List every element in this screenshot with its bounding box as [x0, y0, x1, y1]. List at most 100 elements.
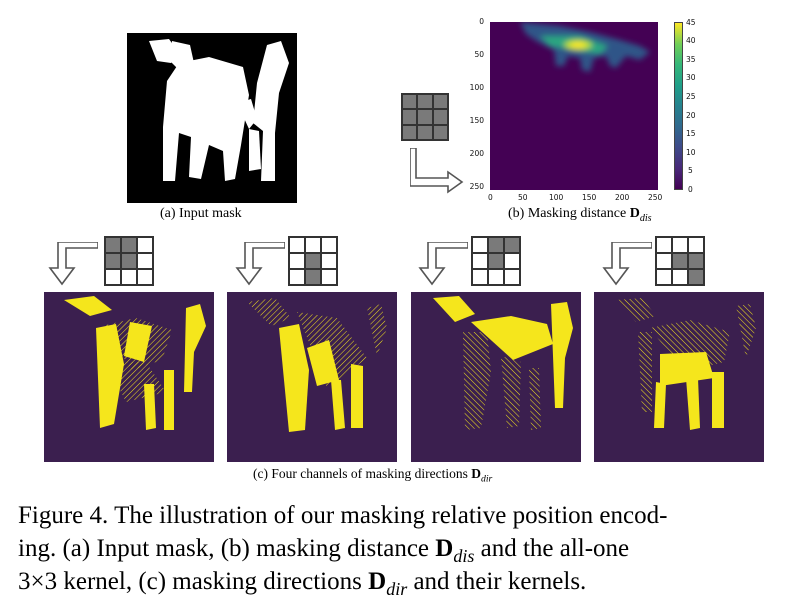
figure-caption-line-1: Figure 4. The illustration of our maskin…: [18, 500, 667, 532]
direction-channel-4: [594, 292, 764, 462]
colorbar-tick: 40: [686, 36, 696, 45]
kernel-cell: [472, 237, 488, 253]
x-tick: 50: [518, 193, 528, 202]
kernel-cell: [417, 109, 433, 125]
figure-caption-text: ing. (a) Input mask, (b) masking distanc…: [18, 535, 436, 562]
kernel-cell: [472, 253, 488, 269]
kernel-cell: [672, 269, 688, 285]
kernel-cell: [688, 237, 704, 253]
arrow-down-left-icon: [602, 242, 652, 286]
kernel-cell: [417, 94, 433, 110]
arrow-down-left-icon: [418, 242, 468, 286]
kernel-cell: [321, 253, 337, 269]
kernel-cell: [504, 269, 520, 285]
y-tick: 100: [469, 83, 484, 92]
kernel-cell: [321, 237, 337, 253]
kernel-cell: [402, 109, 418, 125]
all-one-kernel: [401, 93, 449, 141]
kernel-cell: [417, 124, 433, 140]
kernel-cell: [121, 269, 137, 285]
figure-caption-text: Figure 4. The illustration of our maskin…: [18, 502, 668, 529]
colorbar-tick: 15: [686, 129, 696, 138]
kernel-cell: [321, 269, 337, 285]
kernel-cell: [656, 269, 672, 285]
kernel-cell: [105, 253, 121, 269]
kernel-cell: [432, 124, 448, 140]
figure-caption-subscript: dis: [453, 546, 475, 566]
kernel-cell: [432, 94, 448, 110]
heatmap-image: [520, 22, 650, 72]
kernel-cell: [488, 253, 504, 269]
kernel-cell: [305, 237, 321, 253]
panel-b-caption-subscript: dis: [639, 212, 652, 224]
figure-caption-text: 3×3 kernel, (c) masking directions: [18, 568, 369, 595]
panel-a-caption: (a) Input mask: [160, 206, 242, 222]
figure-caption-text: and their kernels.: [407, 568, 587, 595]
arrow-down-left-icon: [235, 242, 285, 286]
x-tick: 100: [549, 193, 564, 202]
kernel-cell: [672, 237, 688, 253]
kernel-cell: [488, 269, 504, 285]
direction-channel-image: [616, 298, 756, 430]
direction-kernel-3: [471, 236, 521, 286]
kernel-cell: [105, 269, 121, 285]
y-tick: 250: [469, 182, 484, 191]
y-tick: 200: [469, 149, 484, 158]
direction-channel-1: [44, 292, 214, 462]
input-mask-image: [127, 33, 297, 203]
figure-caption-symbol: D: [368, 568, 387, 595]
colorbar-ticks: 45 40 35 30 25 20 15 10 5 0: [686, 18, 706, 194]
figure-caption-symbol: D: [435, 535, 454, 562]
panel-b-caption: (b) Masking distance Ddis: [508, 206, 652, 224]
kernel-cell: [402, 94, 418, 110]
kernel-cell: [289, 269, 305, 285]
colorbar-tick: 25: [686, 92, 696, 101]
kernel-cell: [688, 253, 704, 269]
kernel-cell: [121, 253, 137, 269]
kernel-cell: [137, 253, 153, 269]
figure-caption-line-3: 3×3 kernel, (c) masking directions Ddir …: [18, 566, 586, 605]
kernel-cell: [656, 253, 672, 269]
kernel-cell: [137, 237, 153, 253]
kernel-cell: [305, 253, 321, 269]
panel-a-caption-text: (a) Input mask: [160, 206, 242, 221]
panel-c-caption-symbol: D: [471, 466, 481, 481]
heatmap-plot: [490, 22, 658, 190]
arrow-right-icon: [410, 148, 464, 194]
kernel-cell: [688, 269, 704, 285]
direction-kernel-4: [655, 236, 705, 286]
kernel-cell: [121, 237, 137, 253]
kernel-cell: [672, 253, 688, 269]
kernel-cell: [656, 237, 672, 253]
kernel-cell: [472, 269, 488, 285]
heatmap-x-axis: 0 50 100 150 200 250: [488, 190, 662, 202]
direction-channel-image: [433, 296, 573, 430]
kernel-cell: [504, 253, 520, 269]
kernel-cell: [105, 237, 121, 253]
kernel-cell: [305, 269, 321, 285]
colorbar-tick: 35: [686, 55, 696, 64]
x-tick: 250: [648, 193, 663, 202]
arrow-down-left-icon: [48, 242, 98, 286]
kernel-cell: [289, 237, 305, 253]
direction-kernel-2: [288, 236, 338, 286]
x-tick: 0: [488, 193, 493, 202]
colorbar: [674, 22, 683, 190]
colorbar-tick: 0: [688, 185, 693, 194]
kernel-cell: [432, 109, 448, 125]
x-tick: 150: [582, 193, 597, 202]
direction-channel-3: [411, 292, 581, 462]
colorbar-tick: 20: [686, 111, 696, 120]
kernel-cell: [504, 237, 520, 253]
direction-kernel-1: [104, 236, 154, 286]
input-mask-shape: [149, 39, 289, 181]
colorbar-tick: 30: [686, 73, 696, 82]
direction-channel-2: [227, 292, 397, 462]
y-tick: 0: [479, 17, 484, 26]
x-tick: 200: [615, 193, 630, 202]
kernel-cell: [137, 269, 153, 285]
figure-caption-line-2: ing. (a) Input mask, (b) masking distanc…: [18, 533, 629, 572]
colorbar-tick: 45: [686, 18, 696, 27]
colorbar-tick: 10: [686, 148, 696, 157]
figure-caption-subscript: dir: [386, 579, 408, 599]
